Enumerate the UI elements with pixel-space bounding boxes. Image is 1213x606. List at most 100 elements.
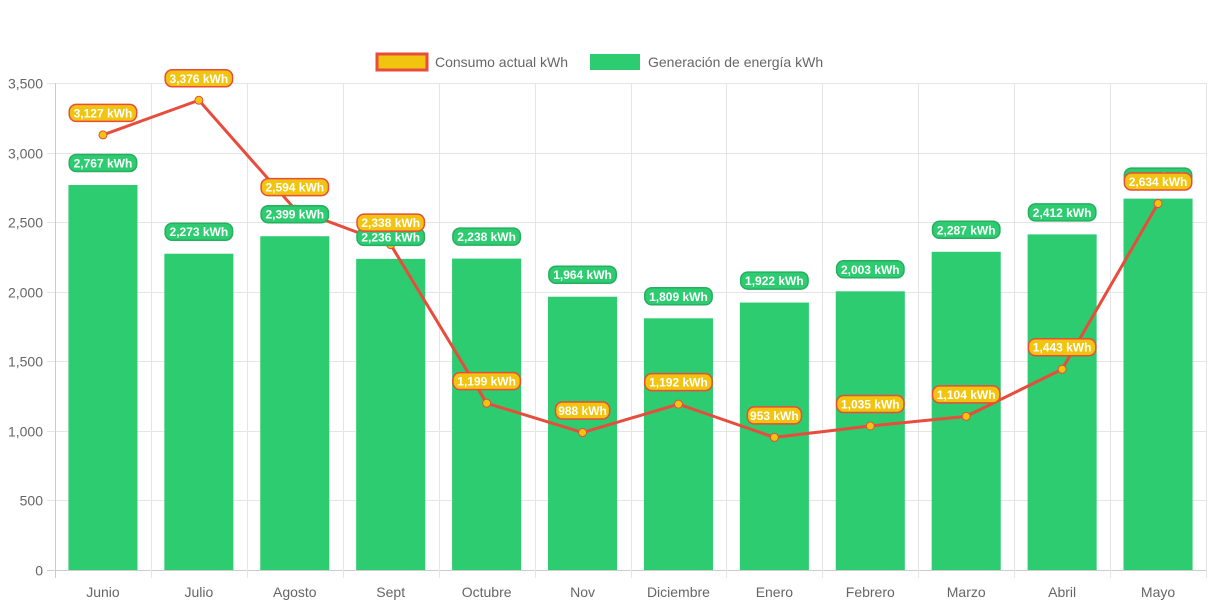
- line-data-label-group: 2,338 kWh: [356, 213, 426, 232]
- line-data-label: 1,443 kWh: [1033, 341, 1092, 355]
- bar-data-label-group: 2,273 kWh: [164, 222, 234, 241]
- line-data-label-bg: [356, 213, 426, 232]
- bar-data-label-group: 2,399 kWh: [260, 204, 330, 224]
- line-data-label-group: 1,035 kWh: [835, 394, 905, 414]
- bar-data-label-bg: [68, 153, 138, 173]
- line-data-label: 2,594 kWh: [265, 181, 324, 195]
- line-data-label-group: 1,104 kWh: [931, 385, 1001, 404]
- bar-data-label-group: 2,236 kWh: [356, 227, 426, 247]
- y-tick-label: 0: [35, 563, 43, 579]
- bar-data-label: 1,922 kWh: [745, 274, 804, 288]
- bar-data-label: 2,273 kWh: [170, 225, 229, 239]
- y-tick-label: 1,000: [8, 424, 43, 440]
- bar-generacion: [931, 251, 1001, 571]
- legend-swatch-generacion: [590, 54, 640, 70]
- bar-data-label-group: 2,287 kWh: [931, 220, 1001, 240]
- bar-data-label-bg: [835, 260, 905, 279]
- bar-data-label-bg: [548, 265, 617, 284]
- y-tick-label: 500: [20, 493, 44, 509]
- line-data-label-bg: [554, 401, 611, 420]
- y-tick-label: 2,000: [8, 285, 43, 301]
- bar-data-label-group: 2,767 kWh: [68, 153, 138, 173]
- point-consumo: [769, 432, 779, 442]
- bar-data-label-bg: [739, 271, 809, 290]
- line-data-label: 988 kWh: [558, 404, 607, 418]
- bar-data-label-bg: [644, 287, 713, 306]
- legend-item-generacion[interactable]: Generación de energía kWh: [590, 54, 823, 70]
- x-tick-label: Agosto: [273, 584, 317, 600]
- point-consumo: [578, 428, 588, 438]
- point-consumo: [1057, 364, 1067, 374]
- y-tick-label: 3,000: [8, 146, 43, 162]
- line-data-label: 1,035 kWh: [841, 397, 900, 411]
- bar-data-label-group: 2,238 kWh: [452, 227, 522, 246]
- bar-data-label: 2,287 kWh: [937, 223, 996, 237]
- bar-generacion: [452, 258, 522, 570]
- line-labels: 3,127 kWh 3,376 kWh 2,594 kWh 2,338 kWh 1,19…: [68, 69, 1193, 425]
- bar-data-label: 2,236 kWh: [361, 230, 420, 244]
- line-data-label-bg: [835, 394, 905, 414]
- bar-generacion: [643, 318, 713, 570]
- bar-data-label-bg: [1027, 203, 1097, 222]
- bar-data-label: 2,003 kWh: [841, 263, 900, 277]
- line-data-label-bg: [1123, 172, 1193, 191]
- x-tick-label: Diciembre: [647, 584, 710, 600]
- bar-data-label-group: 1,922 kWh: [739, 271, 809, 290]
- bar-data-label-bg: [260, 204, 330, 224]
- bar-data-label-bg: [452, 227, 522, 246]
- line-data-label-bg: [1027, 337, 1097, 357]
- x-tick-label: Junio: [86, 584, 120, 600]
- bar-data-label: 2,399 kWh: [265, 208, 324, 222]
- x-tick-label: Enero: [756, 584, 794, 600]
- line-data-label: 3,127 kWh: [74, 106, 133, 120]
- x-axis: Junio Julio Agosto Sept Octubre Nov Diciembre E…: [86, 584, 1175, 600]
- bar-data-label: 1,809 kWh: [649, 290, 708, 304]
- bar-generacion: [835, 291, 905, 570]
- bar-data-label-bg: [164, 222, 234, 241]
- line-data-label-group: 2,634 kWh: [1123, 172, 1193, 191]
- legend-item-consumo[interactable]: Consumo actual kWh: [375, 52, 568, 72]
- bar-generacion: [164, 253, 234, 571]
- x-tick-label: Febrero: [846, 584, 895, 600]
- x-tick-label: Sept: [376, 584, 405, 600]
- bar-generacion: [1027, 234, 1097, 570]
- bar-data-label: 2,412 kWh: [1033, 206, 1092, 220]
- bar-data-label: 1,964 kWh: [553, 268, 612, 282]
- x-tick-label: Mayo: [1141, 584, 1175, 600]
- line-data-label: 1,199 kWh: [457, 375, 516, 389]
- x-tick-label: Julio: [184, 584, 213, 600]
- bar-data-label: 2,238 kWh: [457, 230, 516, 244]
- bar-data-label-bg: [931, 220, 1001, 240]
- bar-data-label-group: 2,003 kWh: [835, 260, 905, 279]
- bars: [68, 184, 1193, 571]
- y-axis: 0 500 1,000 1,500 2,000 2,500 3,000 3,500: [8, 76, 43, 579]
- x-tick-label: Marzo: [947, 584, 986, 600]
- legend-label-consumo: Consumo actual kWh: [435, 54, 568, 70]
- legend: Consumo actual kWh Generación de energía…: [375, 52, 823, 72]
- point-consumo: [194, 95, 204, 105]
- line-data-label: 2,338 kWh: [361, 216, 420, 230]
- line-data-label: 2,634 kWh: [1129, 175, 1188, 189]
- line-data-label-group: 1,192 kWh: [644, 372, 713, 392]
- legend-label-generacion: Generación de energía kWh: [648, 54, 823, 70]
- bar-data-label-group: 1,809 kWh: [644, 287, 713, 306]
- bar-data-label-group: 2,412 kWh: [1027, 203, 1097, 222]
- line-data-label-bg: [931, 385, 1001, 404]
- line-data-label-bg: [452, 371, 522, 391]
- x-tick-label: Nov: [570, 584, 595, 600]
- bar-generacion: [260, 236, 330, 570]
- bar-data-label-group: 1,964 kWh: [548, 265, 617, 284]
- point-consumo: [482, 398, 492, 408]
- line-data-label: 1,192 kWh: [649, 376, 708, 390]
- bar-generacion: [68, 184, 138, 571]
- line-data-label-bg: [260, 177, 330, 197]
- point-consumo: [98, 130, 108, 140]
- grid: [47, 83, 1207, 578]
- line-data-label-bg: [644, 372, 713, 392]
- line-data-label: 3,376 kWh: [170, 72, 229, 86]
- point-consumo: [673, 399, 683, 409]
- line-data-label-group: 953 kWh: [746, 406, 803, 425]
- x-tick-label: Octubre: [462, 584, 512, 600]
- bar-labels: 2,767 kWh 2,273 kWh 2,399 kWh 2,236 kWh 2,23…: [68, 153, 1193, 306]
